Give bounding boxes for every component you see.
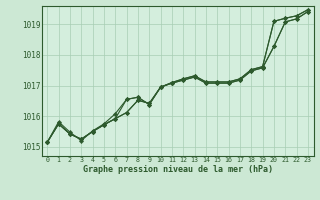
X-axis label: Graphe pression niveau de la mer (hPa): Graphe pression niveau de la mer (hPa) (83, 165, 273, 174)
